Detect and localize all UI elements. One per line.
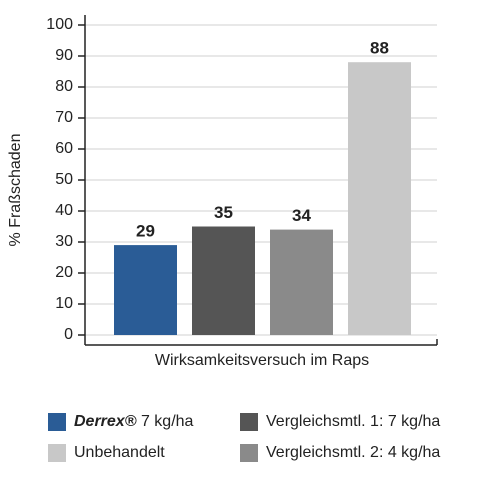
bar: [270, 229, 333, 335]
legend-label: Unbehandelt: [74, 444, 165, 461]
x-axis-label: Wirksamkeitsversuch im Raps: [155, 352, 369, 369]
y-tick-label: 30: [55, 233, 73, 250]
y-tick-label: 0: [64, 326, 73, 343]
legend-swatch: [240, 413, 258, 431]
value-label: 88: [370, 39, 389, 58]
legend-label: Vergleichsmtl. 1: 7 kg/ha: [266, 413, 440, 430]
value-label: 35: [214, 203, 233, 222]
legend-item: Unbehandelt: [48, 444, 165, 462]
y-tick-label: 60: [55, 140, 73, 157]
legend-swatch: [240, 444, 258, 462]
legend-label: Derrex® 7 kg/ha: [74, 413, 194, 430]
legend-label: Vergleichsmtl. 2: 4 kg/ha: [266, 444, 440, 461]
y-tick-label: 90: [55, 47, 73, 64]
legend-rest: 7 kg/ha: [137, 413, 194, 430]
y-tick-label: 100: [46, 16, 73, 33]
bar: [192, 226, 255, 335]
value-label: 34: [292, 206, 311, 225]
y-tick-label: 20: [55, 264, 73, 281]
legend-brand: Derrex®: [74, 413, 137, 430]
bar: [114, 245, 177, 335]
legend-swatch: [48, 413, 66, 431]
y-tick-label: 80: [55, 78, 73, 95]
bar: [348, 62, 411, 335]
legend-item: Vergleichsmtl. 1: 7 kg/ha: [240, 413, 440, 431]
y-tick-label: 70: [55, 109, 73, 126]
legend-swatch: [48, 444, 66, 462]
y-tick-label: 10: [55, 295, 73, 312]
value-label: 29: [136, 222, 155, 241]
y-tick-label: 50: [55, 171, 73, 188]
legend-item: Vergleichsmtl. 2: 4 kg/ha: [240, 444, 440, 462]
legend-item: Derrex® 7 kg/ha: [48, 413, 194, 431]
y-tick-label: 40: [55, 202, 73, 219]
y-axis-label: % Fraßschaden: [7, 134, 24, 247]
